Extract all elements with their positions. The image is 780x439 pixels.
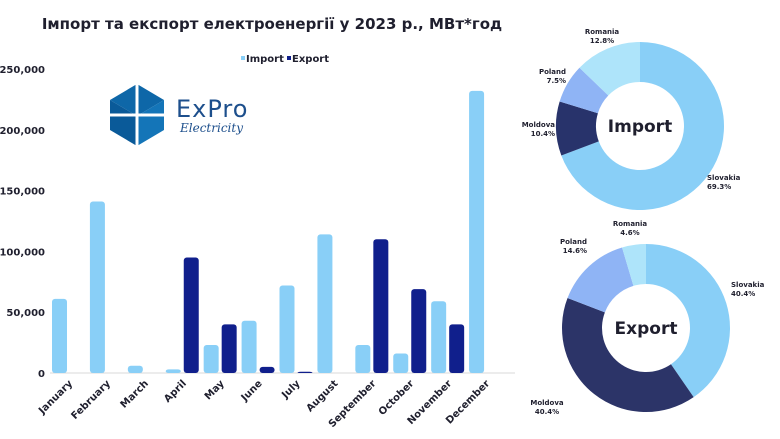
- x-tick-label: August: [305, 378, 341, 414]
- bar-import-may: [203, 345, 219, 373]
- slice-pct-slovakia: 69.3%: [707, 183, 731, 191]
- chart-title: Імпорт та експорт електроенергії у 2023 …: [42, 15, 502, 33]
- slice-slovakia: [646, 244, 730, 398]
- x-tick-label: October: [377, 378, 417, 418]
- x-tick-label: July: [279, 378, 303, 402]
- slice-pct-moldova: 10.4%: [531, 130, 555, 138]
- slice-moldova: [562, 298, 694, 412]
- bar-import-april: [165, 369, 181, 373]
- donut-center-label: Import: [608, 117, 672, 137]
- logo-wordmark: ExPro: [176, 95, 248, 123]
- slice-pct-slovakia: 40.4%: [731, 290, 755, 298]
- slice-label-moldova: Moldova: [530, 399, 564, 407]
- y-tick-label: 250,000: [0, 65, 45, 76]
- bar-export-may: [221, 324, 237, 373]
- bar-import-june: [241, 320, 257, 373]
- slice-label-moldova: Moldova: [522, 121, 556, 129]
- bar-import-december: [469, 90, 485, 373]
- x-tick-label: April: [162, 378, 189, 405]
- bar-export-april: [183, 257, 199, 373]
- slice-pct-poland: 7.5%: [547, 77, 566, 85]
- slice-label-poland: Poland: [560, 238, 587, 246]
- slice-romania: [579, 42, 640, 96]
- slice-moldova: [556, 101, 599, 156]
- slice-pct-poland: 14.6%: [563, 247, 587, 255]
- bars: [52, 90, 485, 373]
- bar-export-november: [449, 324, 465, 373]
- slice-label-slovakia: Slovakia: [731, 281, 765, 289]
- slice-slovakia: [561, 42, 725, 210]
- x-tick-label: March: [119, 378, 151, 410]
- slice-label-slovakia: Slovakia: [707, 174, 741, 182]
- expro-logo: ExPro Electricity: [110, 84, 248, 146]
- export-donut: ExportSlovakia40.4%Moldova40.4%Poland14.…: [530, 220, 764, 416]
- slice-label-romania: Romania: [585, 28, 620, 36]
- bar-export-september: [373, 239, 389, 373]
- legend-label-import: Import: [246, 54, 284, 65]
- bar-import-february: [89, 201, 105, 373]
- bar-export-june: [259, 366, 275, 373]
- slice-romania: [622, 244, 646, 286]
- legend: Import Export: [241, 54, 329, 65]
- y-tick-label: 200,000: [0, 126, 45, 137]
- y-tick-label: 50,000: [6, 308, 45, 319]
- bar-import-january: [52, 298, 67, 373]
- y-tick-label: 0: [38, 369, 45, 380]
- bar-import-july: [279, 285, 295, 373]
- y-tick-label: 100,000: [0, 247, 45, 258]
- bar-export-july: [297, 371, 313, 373]
- slice-pct-moldova: 40.4%: [535, 408, 559, 416]
- bar-export-october: [411, 289, 427, 373]
- bar-import-november: [431, 301, 447, 373]
- slice-label-romania: Romania: [613, 220, 648, 228]
- slice-poland: [559, 67, 609, 114]
- slice-label-poland: Poland: [539, 68, 566, 76]
- legend-label-export: Export: [292, 54, 329, 65]
- slice-pct-romania: 4.6%: [620, 229, 639, 237]
- legend-swatch-export: [287, 56, 291, 60]
- logo-cube-icon: [110, 84, 164, 146]
- x-tick-label: June: [239, 378, 265, 404]
- logo-subtitle: Electricity: [179, 121, 243, 135]
- slice-pct-romania: 12.8%: [590, 37, 614, 45]
- bar-import-march: [127, 365, 143, 373]
- bar-import-september: [355, 345, 371, 373]
- x-tick-label: February: [69, 378, 113, 422]
- donut-center-label: Export: [615, 319, 678, 339]
- x-tick-label: January: [36, 378, 75, 417]
- y-tick-label: 150,000: [0, 187, 45, 198]
- y-axis: 0 50,000 100,000 150,000 200,000 250,000: [0, 65, 45, 380]
- bar-import-october: [393, 353, 409, 373]
- slice-poland: [567, 247, 634, 313]
- bar-import-august: [317, 234, 333, 373]
- x-tick-label: May: [203, 378, 227, 402]
- legend-swatch-import: [241, 56, 245, 60]
